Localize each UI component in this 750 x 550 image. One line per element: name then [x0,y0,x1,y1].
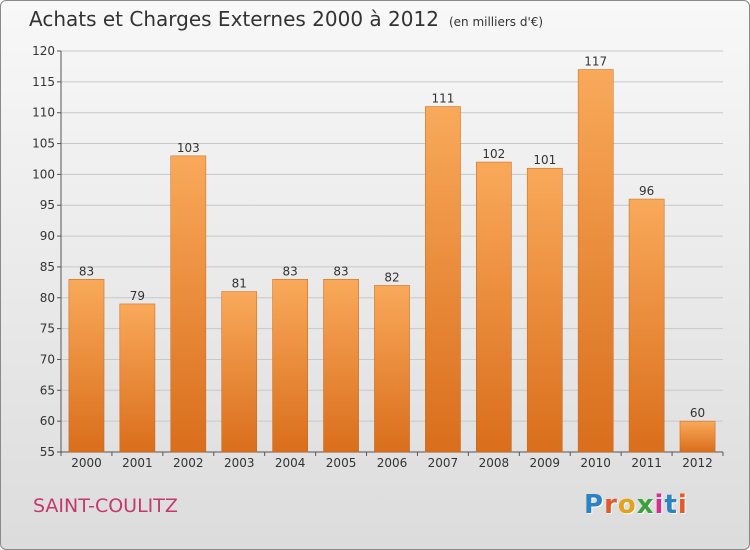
y-tick-label: 100 [32,167,55,181]
data-label-2011: 96 [639,184,654,198]
x-tick-label-2004: 2004 [275,456,306,470]
x-tick-label-2002: 2002 [173,456,204,470]
bar-2005 [323,279,359,453]
data-label-2007: 111 [431,92,454,106]
y-tick-label: 75 [40,322,55,336]
y-tick-label: 85 [40,260,55,274]
bar-2003 [221,291,258,453]
y-tick-label: 120 [32,44,55,58]
y-tick-label: 105 [32,137,55,151]
data-label-2010: 117 [584,55,607,69]
bar-2011 [628,198,665,453]
bar-2008 [476,161,512,453]
data-label-2005: 83 [333,264,348,278]
x-tick-label-2003: 2003 [224,456,255,470]
y-tick-label: 115 [32,75,55,89]
bar-2012 [679,420,716,453]
x-tick-label-2007: 2007 [428,456,459,470]
x-tick-label-2009: 2009 [529,456,560,470]
bar-2001 [119,303,156,453]
labels: 83 79 103 81 83 83 82 111 102 101 117 96 60 [79,55,705,421]
bar-2000 [68,279,105,453]
y-tick-label: 55 [40,445,55,459]
bar-2007 [425,106,461,453]
x-tick-label-2001: 2001 [122,456,153,470]
y-tick-label: 70 [40,352,55,366]
y-tick-label: 90 [40,229,55,243]
commune-name: SAINT-COULITZ [33,495,178,517]
bar-2010 [577,69,614,453]
x-tick-label-2012: 2012 [682,456,713,470]
data-label-2009: 101 [533,153,556,167]
x-tick-label-2011: 2011 [631,456,662,470]
bar-2004 [272,279,308,453]
data-label-2003: 81 [232,277,247,291]
y-tick-label: 65 [40,383,55,397]
data-label-2008: 102 [482,147,505,161]
bars [68,69,716,453]
data-label-2001: 79 [130,289,145,303]
x-tick-label-2000: 2000 [71,456,102,470]
chart-title: Achats et Charges Externes 2000 à 2012 [29,7,439,31]
x-tick-label-2005: 2005 [326,456,357,470]
x-tick-label-2010: 2010 [580,456,611,470]
y-tick-label: 95 [40,198,55,212]
x-tick-label-2008: 2008 [479,456,510,470]
x-tick-label-2006: 2006 [377,456,408,470]
proxiti-logo: Proxiti [584,490,688,520]
bar-2009 [526,167,563,453]
data-label-2002: 103 [177,141,200,155]
data-label-2004: 83 [283,264,298,278]
bar-2002 [170,155,207,453]
y-tick-label: 60 [40,414,55,428]
bar-2006 [374,285,410,453]
chart-title-line: Achats et Charges Externes 2000 à 2012 (e… [29,7,543,31]
chart-unit-note: (en milliers d'€) [448,15,544,29]
y-tick-label: 80 [40,291,55,305]
y-tick-label: 110 [32,106,55,120]
data-label-2012: 60 [690,406,705,420]
data-label-2006: 82 [384,270,399,284]
data-label-2000: 83 [79,264,94,278]
